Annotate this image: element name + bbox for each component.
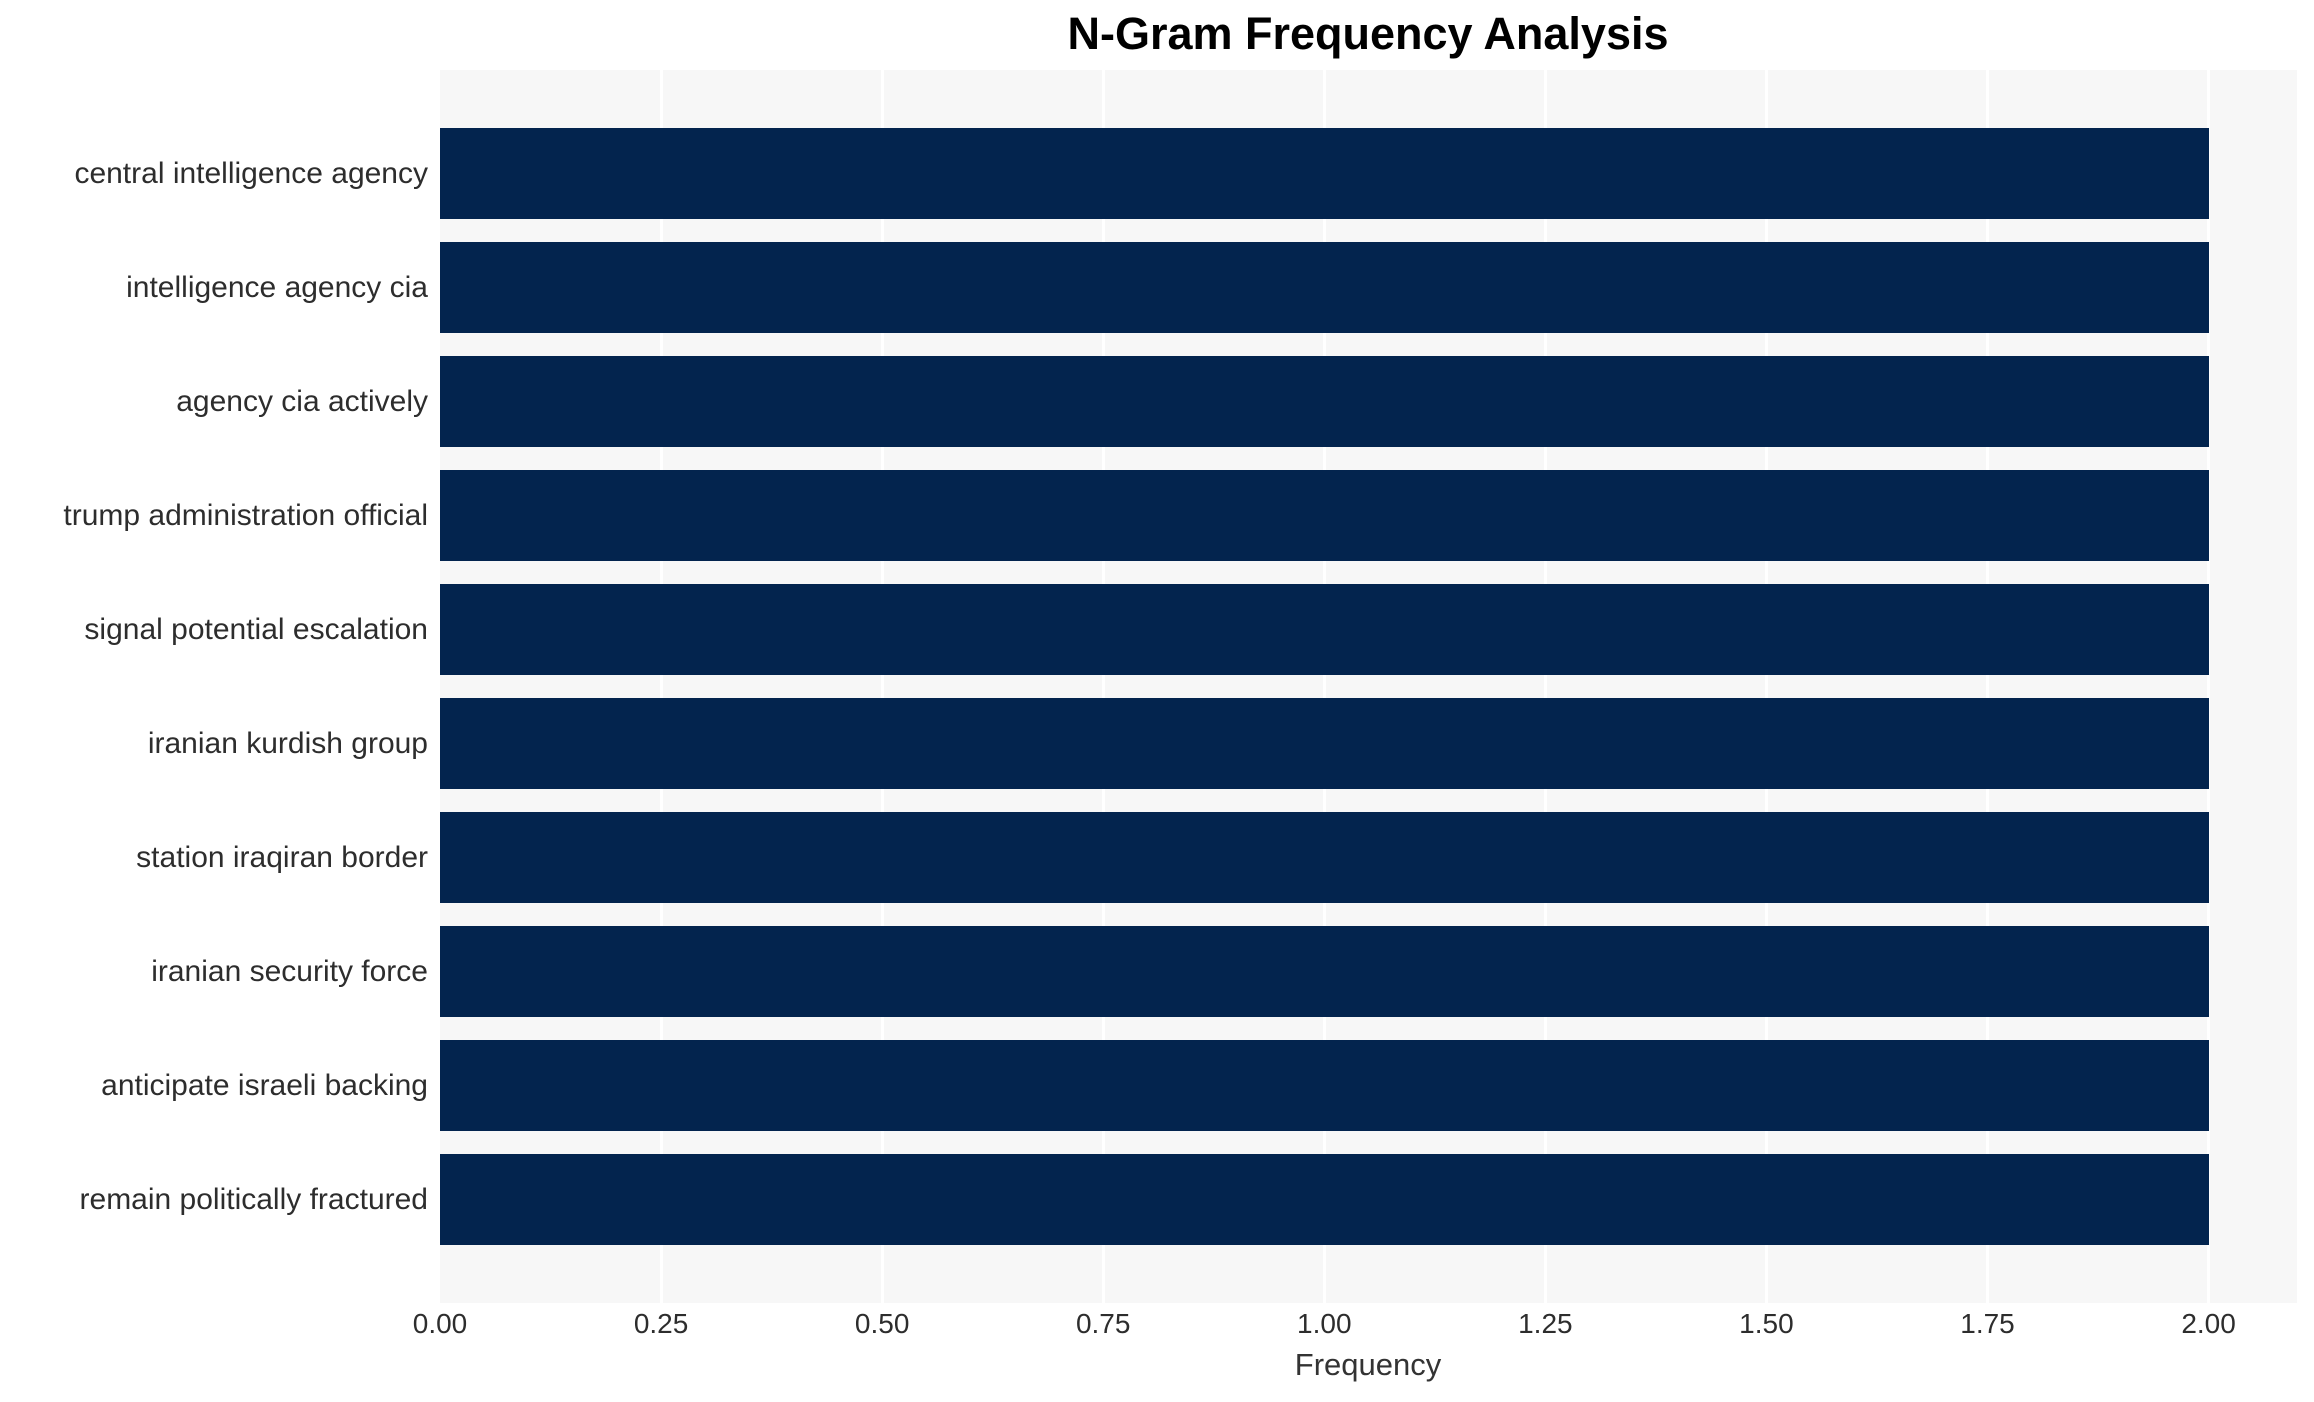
y-tick-label: signal potential escalation	[84, 612, 428, 646]
y-label-row: anticipate israeli backing	[0, 1029, 428, 1143]
y-label-row: intelligence agency cia	[0, 231, 428, 345]
bar-row	[440, 801, 2297, 915]
x-tick-label: 0.75	[1075, 1308, 1131, 1339]
x-tick-label: 2.00	[2181, 1308, 2236, 1339]
bar-central-intelligence-agency	[440, 128, 2209, 219]
bar-row	[440, 915, 2297, 1029]
bar-row	[440, 1143, 2297, 1257]
y-label-row: signal potential escalation	[0, 573, 428, 687]
y-label-row: remain politically fractured	[0, 1143, 428, 1257]
x-tick-label: 0.25	[633, 1308, 689, 1339]
x-tick-label: 1.25	[1518, 1308, 1573, 1339]
bar-iranian-kurdish-group	[440, 698, 2209, 789]
y-tick-label: agency cia actively	[176, 384, 428, 418]
gridline	[659, 70, 663, 1303]
bar-intelligence-agency-cia	[440, 242, 2209, 333]
bar-trump-administration-official	[440, 470, 2209, 561]
y-tick-label: anticipate israeli backing	[101, 1068, 428, 1102]
bar-row	[440, 459, 2297, 573]
y-tick-label: trump administration official	[63, 498, 428, 532]
y-tick-label: central intelligence agency	[74, 156, 428, 190]
gridline	[1543, 70, 1547, 1303]
plot-area	[440, 70, 2297, 1303]
bar-agency-cia-actively	[440, 356, 2209, 447]
gridlines	[440, 70, 2297, 1303]
bar-station-iraqiran-border	[440, 812, 2209, 903]
gridline	[1764, 70, 1768, 1303]
y-tick-label: station iraqiran border	[136, 840, 428, 874]
bar-row	[440, 573, 2297, 687]
x-tick-label: 1.75	[1960, 1308, 2015, 1339]
bar-anticipate-israeli-backing	[440, 1040, 2209, 1131]
gridline	[1101, 70, 1105, 1303]
gridline	[1986, 70, 1989, 1303]
bar-row	[440, 117, 2297, 231]
y-tick-label: iranian kurdish group	[147, 726, 428, 760]
y-label-row: iranian kurdish group	[0, 687, 428, 801]
y-label-row: central intelligence agency	[0, 117, 428, 231]
x-axis-title: Frequency	[1294, 1347, 1442, 1382]
gridline	[2207, 70, 2211, 1303]
y-tick-label: iranian security force	[151, 954, 428, 988]
gridline	[1322, 70, 1326, 1303]
x-tick-label: 1.00	[1297, 1308, 1352, 1339]
bars-container	[440, 70, 2297, 1303]
y-label-row: agency cia actively	[0, 345, 428, 459]
x-tick-label: 0.50	[854, 1308, 910, 1339]
bar-row	[440, 1029, 2297, 1143]
y-label-row: station iraqiran border	[0, 801, 428, 915]
y-tick-label: remain politically fractured	[79, 1182, 428, 1216]
bar-signal-potential-escalation	[440, 584, 2209, 675]
y-label-row: iranian security force	[0, 915, 428, 1029]
bar-row	[440, 687, 2297, 801]
bar-row	[440, 231, 2297, 345]
bar-remain-politically-fractured	[440, 1154, 2209, 1245]
y-tick-label: intelligence agency cia	[126, 270, 428, 304]
y-label-row: trump administration official	[0, 459, 428, 573]
chart-title: N-Gram Frequency Analysis	[1067, 8, 1669, 59]
x-tick-label: 1.50	[1739, 1308, 1794, 1339]
bar-iranian-security-force	[440, 926, 2209, 1017]
y-axis-labels: central intelligence agency intelligence …	[0, 70, 428, 1303]
gridline	[880, 70, 884, 1303]
bar-row	[440, 345, 2297, 459]
x-tick-label: 0.00	[412, 1308, 468, 1339]
